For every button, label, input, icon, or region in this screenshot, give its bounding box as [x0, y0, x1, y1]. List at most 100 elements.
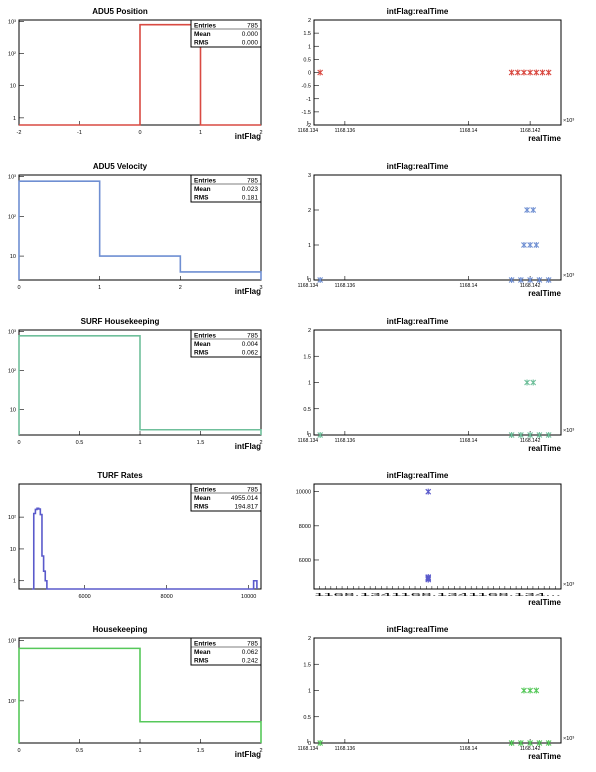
stats-value: 0.000 — [242, 31, 259, 38]
x-axis-label: realTime — [528, 134, 561, 143]
x-tick-label: 0 — [17, 285, 20, 291]
scatter-point — [527, 242, 534, 248]
stats-value: 785 — [247, 333, 258, 340]
x-tick-label: 1168.1341168.1341168.134... — [314, 592, 561, 598]
plot-frame — [313, 483, 562, 590]
scatter-point — [317, 69, 324, 76]
y-tick-label: 0 — [308, 741, 311, 747]
plot-frame — [313, 174, 562, 281]
scatter-point — [527, 687, 534, 694]
x-tick-label: 1168.136 — [335, 283, 356, 289]
y-tick-label: 10² — [8, 515, 16, 521]
histogram-line — [18, 335, 262, 435]
scatter-point — [317, 740, 324, 746]
stats-value: 0.062 — [242, 350, 259, 357]
histogram-panel: ADU5 Position -2 -1 0 1 2 1 10 10² 10³ Entries 785 M… — [8, 7, 262, 141]
x-tick-label: 0 — [17, 440, 20, 446]
chart-title: intFlag:realTime — [387, 317, 449, 326]
x-exponent-label: ×10³ — [563, 273, 574, 279]
x-tick-label: 1168.136 — [335, 746, 356, 752]
scatter-point — [536, 740, 543, 746]
scatter-point — [545, 69, 552, 76]
stats-value: 0.000 — [242, 40, 259, 47]
y-tick-label: 2 — [308, 328, 311, 334]
x-tick-label: 0 — [17, 748, 20, 754]
stats-value: 785 — [247, 487, 258, 494]
scatter-point — [545, 740, 552, 746]
chart-title: Housekeeping — [93, 625, 148, 634]
stats-label: RMS — [194, 658, 209, 665]
stats-label: RMS — [194, 350, 209, 357]
x-axis-label: intFlag — [235, 287, 261, 296]
stats-value: 0.023 — [242, 186, 259, 193]
x-tick-label: 2 — [179, 285, 182, 291]
x-tick-label: 6000 — [79, 594, 91, 600]
y-tick-label: 1 — [13, 116, 16, 122]
scatter-point — [508, 432, 515, 438]
plot-frame — [313, 637, 562, 744]
scatter-panel: intFlag:realTime 1168.134 1168.136 1168.14 1… — [298, 7, 575, 143]
x-tick-label: 1168.134 — [298, 438, 319, 444]
x-tick-label: 1168.136 — [335, 128, 356, 134]
scatter-point — [533, 69, 540, 76]
y-tick-label: 10² — [8, 214, 16, 220]
scatter-point — [524, 207, 530, 213]
x-tick-label: 1168.136 — [335, 438, 356, 444]
x-tick-label: 2 — [259, 440, 262, 446]
y-tick-label: -2 — [306, 123, 311, 129]
scatter-point — [517, 277, 524, 283]
x-tick-label: 1 — [199, 130, 202, 136]
x-axis-label: realTime — [528, 444, 561, 453]
x-axis-label: realTime — [528, 598, 561, 607]
scatter-panel: intFlag:realTime 1168.1341168.1341168.134… — [296, 471, 575, 607]
y-tick-label: 0 — [308, 278, 311, 284]
stats-box — [190, 174, 262, 203]
stats-label: RMS — [194, 195, 209, 202]
chart-title: intFlag:realTime — [387, 625, 449, 634]
scatter-point — [545, 277, 552, 283]
stats-value: 4955.014 — [231, 495, 258, 502]
x-tick-label: 1168.14 — [460, 746, 478, 752]
y-tick-label: 10³ — [8, 330, 16, 336]
stats-box — [190, 637, 262, 666]
y-tick-label: 10 — [10, 547, 16, 553]
stats-value: 785 — [247, 178, 258, 185]
y-tick-label: 0.5 — [303, 715, 311, 721]
y-tick-label: 10 — [10, 254, 16, 260]
y-tick-label: 3 — [308, 173, 311, 179]
y-tick-label: 1.5 — [303, 354, 311, 360]
x-tick-label: 0.5 — [76, 440, 84, 446]
x-tick-label: 2 — [259, 748, 262, 754]
stats-label: Mean — [194, 649, 211, 656]
x-tick-label: 1168.142 — [520, 438, 541, 444]
histogram-panel: ADU5 Velocity 0 1 2 3 10 10² 10³ Entries 785 Mean 0… — [8, 162, 262, 296]
stats-value: 0.181 — [242, 195, 259, 202]
stats-label: Entries — [194, 333, 216, 340]
y-tick-label: 0.5 — [303, 57, 311, 63]
x-tick-label: 1.5 — [197, 748, 205, 754]
chart-title: intFlag:realTime — [387, 162, 449, 171]
scatter-point — [533, 687, 540, 694]
y-tick-label: -1 — [306, 97, 311, 103]
stats-label: Entries — [194, 178, 216, 185]
stats-value: 785 — [247, 641, 258, 648]
scatter-point — [530, 379, 537, 386]
stats-value: 0.062 — [242, 649, 259, 656]
y-tick-label: 10² — [8, 52, 16, 58]
chart-title: intFlag:realTime — [387, 7, 449, 16]
scatter-point — [521, 69, 527, 76]
y-tick-label: 2 — [308, 18, 311, 24]
y-tick-label: 1 — [308, 243, 311, 249]
scatter-point — [539, 69, 546, 76]
y-tick-label: 1 — [308, 689, 311, 695]
y-tick-label: 10² — [8, 369, 16, 375]
x-exponent-label: ×10³ — [563, 582, 574, 588]
stats-label: Entries — [194, 23, 216, 30]
x-axis-label: intFlag — [235, 442, 261, 451]
scatter-panel: intFlag:realTime 1168.134 1168.136 1168.14 1… — [298, 162, 575, 298]
histogram-panel: SURF Housekeeping 0 0.5 1 1.5 2 10 10² 10³ Entrie… — [8, 317, 262, 451]
stats-label: Entries — [194, 641, 216, 648]
scatter-point — [527, 277, 534, 283]
y-tick-label: 1 — [308, 44, 311, 50]
scatter-point — [508, 69, 515, 76]
